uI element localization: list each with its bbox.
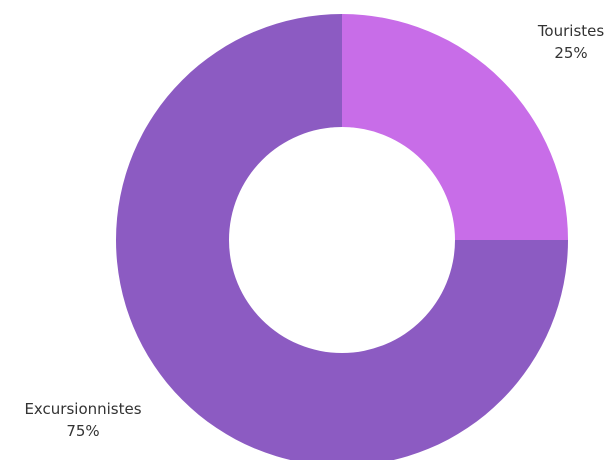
slice-percent-excursionnistes: 75% [66,422,100,440]
slice-percent-touristes: 25% [554,44,588,62]
donut-slice-excursionnistes [116,14,568,460]
slice-label-excursionnistes: Excursionnistes 75% [8,398,158,442]
slice-name-touristes: Touristes [537,22,605,40]
slice-name-excursionnistes: Excursionnistes [24,400,142,418]
slice-label-touristes: Touristes 25% [528,20,614,64]
donut-slice-touristes [342,14,568,240]
